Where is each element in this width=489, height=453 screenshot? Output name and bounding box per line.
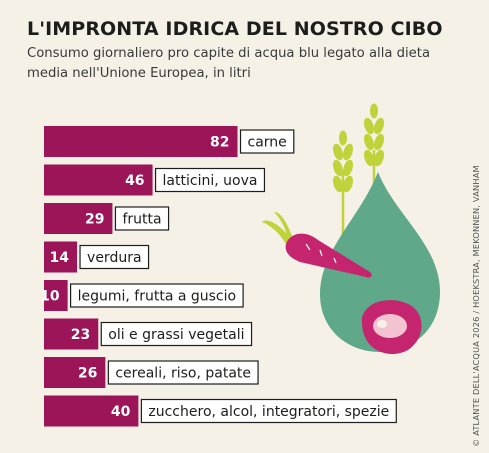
source-credit: © ATLANTE DELL'ACQUA 2026 / HOEKSTRA, ME… — [471, 165, 481, 447]
bar — [44, 357, 106, 388]
bars-layer: 82 carne 46 latticini, uova 29 frutta 14 verdur… — [40, 126, 397, 427]
bar — [44, 395, 139, 427]
bar — [44, 280, 68, 311]
category-label-box — [154, 167, 266, 193]
bar-row: 29 frutta — [44, 203, 170, 234]
chart-subtitle: Consumo giornaliero pro capite di acqua … — [27, 46, 431, 81]
category-label-box — [69, 283, 244, 308]
bar-value-label: 29 — [85, 212, 104, 228]
category-label: latticini, uova — [163, 173, 258, 189]
category-label-box — [140, 398, 397, 424]
chart-title: L'IMPRONTA IDRICA DEL NOSTRO CIBO — [27, 18, 443, 40]
category-label: carne — [248, 135, 287, 151]
bar-row: 46 latticini, uova — [44, 164, 266, 196]
bar-row: 14 verdura — [44, 241, 150, 273]
category-label-box — [79, 244, 150, 270]
category-label: frutta — [122, 212, 161, 228]
bar-value-label: 46 — [125, 173, 144, 189]
bar — [44, 126, 238, 157]
category-label-box — [100, 321, 253, 347]
meat-icon — [361, 300, 422, 355]
wheat-icon — [332, 103, 385, 290]
category-label-box — [107, 360, 259, 385]
category-label: zucchero, alcol, integratori, spezie — [148, 404, 389, 420]
food-illustration — [262, 103, 440, 355]
bar-value-label: 26 — [78, 366, 97, 382]
bar-row: 82 carne — [44, 126, 295, 157]
bar-row: 23 oli e grassi vegetali — [44, 318, 253, 350]
category-label: oli e grassi vegetali — [108, 327, 244, 343]
category-label-box — [239, 129, 295, 154]
category-label: verdura — [87, 250, 142, 266]
bar-row: 40 zucchero, alcol, integratori, spezie — [44, 395, 397, 427]
category-label-box — [114, 206, 170, 231]
category-label: legumi, frutta a guscio — [78, 289, 237, 305]
bar — [44, 318, 99, 350]
bar-row: 10 legumi, frutta a guscio — [40, 280, 244, 311]
bar-value-label: 10 — [40, 289, 60, 305]
bar-value-label: 82 — [210, 135, 229, 151]
carrot-icon — [262, 212, 372, 278]
bar-value-label: 14 — [50, 250, 70, 266]
bar-value-label: 40 — [111, 404, 131, 420]
bar — [44, 203, 113, 234]
bar — [44, 164, 153, 196]
bar-row: 26 cereali, riso, patate — [44, 357, 259, 388]
category-label: cereali, riso, patate — [115, 366, 251, 382]
bar-value-label: 23 — [71, 327, 90, 343]
bar — [44, 241, 78, 273]
